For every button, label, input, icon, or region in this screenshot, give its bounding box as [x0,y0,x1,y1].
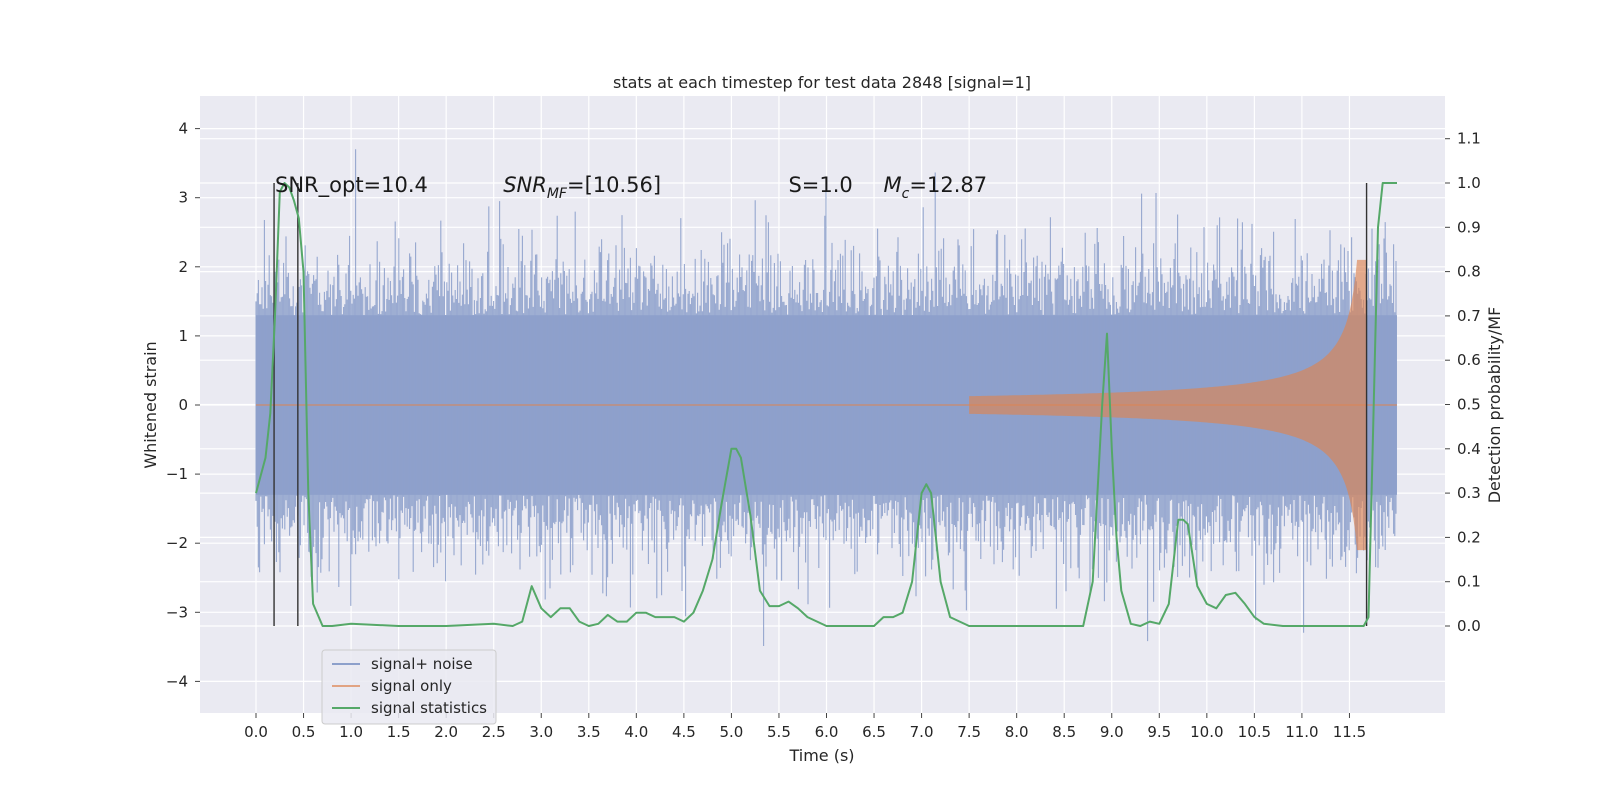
x-tick-label: 11.0 [1285,723,1318,741]
axes: 0.0 0.5 1.0 1.5 2.0 2.5 3.0 3.5 4.0 4.5 5.0 5.5 6.0 6… [166,120,1481,741]
x-tick-label: 3.5 [577,723,601,741]
y-tick-label: −1 [166,465,188,483]
y-axis-label: Whitened strain [141,341,160,468]
y2-axis-label: Detection probability/MF [1485,307,1504,504]
x-tick-label: 11.5 [1333,723,1366,741]
signal-only-series [256,259,1397,551]
x-tick-label: 9.5 [1147,723,1171,741]
y2-tick-label: 0.9 [1457,218,1481,236]
x-tick-label: 1.0 [339,723,363,741]
y2-tick-label: 0.5 [1457,396,1481,414]
annotation-text: Mc=12.87 [884,173,988,202]
y2-tick-label: 0.2 [1457,528,1481,546]
y-tick-label: −4 [166,672,188,690]
y-tick-label: −2 [166,534,188,552]
legend-label-signal: signal only [371,677,452,695]
legend: signal+ noise signal only signal statist… [321,649,497,725]
signal-statistics-series [255,182,1397,627]
y2-tick-label: 0.6 [1457,351,1481,369]
annotation-text: S=1.0 [788,173,852,197]
y2-tick-label: 1.0 [1457,174,1481,192]
annotation-text: SNR_opt=10.4 [275,173,428,198]
y-tick-label: 4 [178,120,188,138]
x-tick-label: 8.0 [1005,723,1029,741]
x-tick-label: 10.0 [1190,723,1223,741]
legend-box [321,649,497,725]
annotation-text: SNRMF=[10.56] [503,173,661,202]
stats-line [255,182,1397,627]
y2-tick-label: 0.8 [1457,263,1481,281]
x-tick-label: 8.5 [1052,723,1076,741]
marker-lines [273,183,1368,626]
x-tick-label: 0.0 [244,723,268,741]
x-tick-label: 10.5 [1238,723,1271,741]
x-tick-label: 5.0 [719,723,743,741]
x-tick-label: 1.5 [387,723,411,741]
y2-tick-label: 0.4 [1457,440,1481,458]
y2-tick-label: 0.3 [1457,484,1481,502]
y-tick-label: 1 [178,327,188,345]
x-tick-label: 0.5 [292,723,316,741]
x-tick-label: 3.0 [529,723,553,741]
x-tick-label: 7.0 [910,723,934,741]
y2-tick-label: 0.7 [1457,307,1481,325]
y2-tick-label: 0.1 [1457,573,1481,591]
x-tick-label: 2.5 [482,723,506,741]
y2-tick-label: 1.1 [1457,130,1481,148]
legend-label-stats: signal statistics [371,699,487,717]
annotations: SNR_opt=10.4 SNRMF=[10.56] S=1.0 Mc=12.87 [275,173,987,202]
y-tick-label: −3 [166,603,188,621]
x-tick-label: 6.5 [862,723,886,741]
x-tick-label: 4.0 [624,723,648,741]
x-tick-label: 7.5 [957,723,981,741]
legend-label-noise: signal+ noise [371,655,473,673]
chart-title: stats at each timestep for test data 284… [613,73,1031,92]
x-tick-label: 4.5 [672,723,696,741]
y2-tick-label: 0.0 [1457,617,1481,635]
y-tick-label: 3 [178,189,188,207]
y-tick-label: 0 [178,396,188,414]
x-tick-label: 2.0 [434,723,458,741]
y-tick-label: 2 [178,258,188,276]
x-tick-label: 5.5 [767,723,791,741]
x-tick-label: 9.0 [1100,723,1124,741]
x-axis-label: Time (s) [788,746,854,765]
x-tick-label: 6.0 [815,723,839,741]
